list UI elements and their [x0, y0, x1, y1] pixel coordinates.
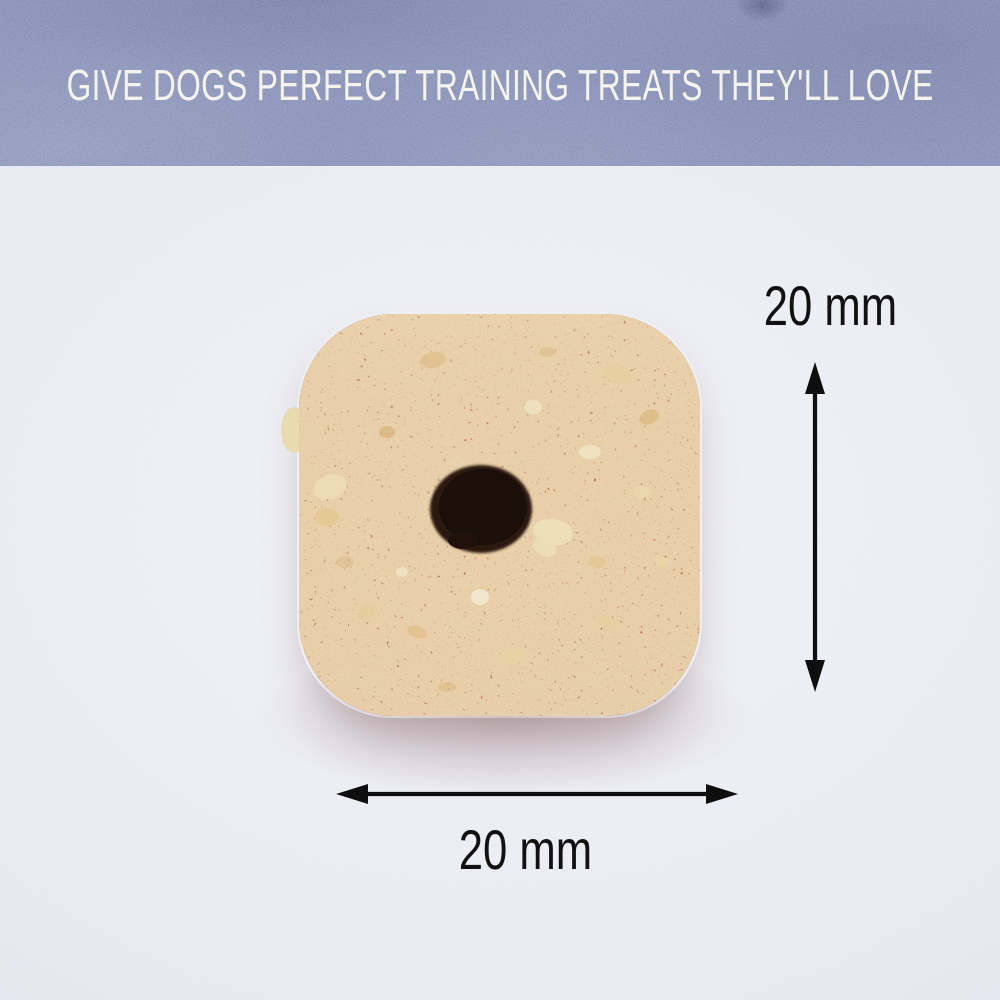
height-dimension-label: 20 mm	[763, 274, 898, 337]
height-dimension-arrow	[805, 362, 825, 692]
promo-banner: GIVE DOGS PERFECT TRAINING TREATS THEY'L…	[0, 0, 1000, 166]
width-dimension-label: 20 mm	[458, 818, 593, 881]
treat-image	[281, 312, 702, 718]
product-photo: 20 mm 20 mm	[0, 166, 1000, 1000]
banner-headline: GIVE DOGS PERFECT TRAINING TREATS THEY'L…	[66, 61, 934, 110]
treat-hole	[430, 465, 532, 553]
width-dimension-arrow	[336, 784, 738, 804]
